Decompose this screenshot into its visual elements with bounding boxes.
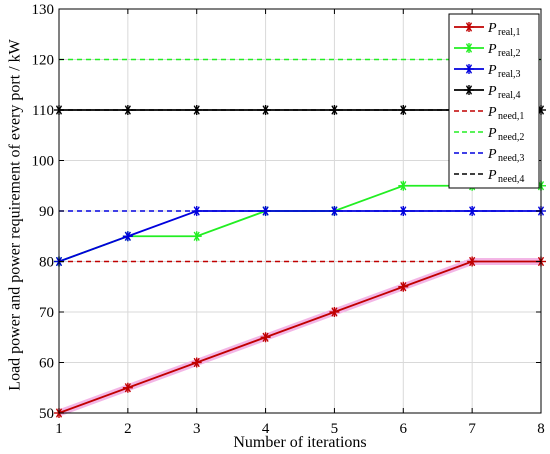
data-point-star	[191, 231, 202, 242]
legend-label-subscript: need,3	[498, 153, 524, 164]
data-point-star	[329, 307, 340, 317]
data-point-star	[260, 332, 271, 343]
legend-label-subscript: real,4	[498, 90, 521, 101]
legend-label: P	[487, 42, 497, 57]
y-tick-label: 100	[32, 154, 55, 170]
series-highlight	[57, 258, 541, 417]
data-point-star	[329, 206, 340, 216]
data-point-star	[191, 105, 202, 115]
legend-label: P	[487, 84, 497, 99]
data-point-star	[464, 85, 474, 95]
legend-label: P	[487, 168, 497, 183]
data-point-star	[464, 64, 474, 74]
x-axis-label: Number of iterations	[233, 434, 366, 451]
legend-label: P	[487, 21, 497, 36]
x-tick-label: 4	[262, 421, 270, 437]
y-tick-label: 70	[39, 305, 54, 321]
y-tick-label: 110	[32, 103, 54, 119]
data-point-star	[464, 22, 474, 32]
y-tick-label: 130	[32, 2, 55, 18]
series-line	[58, 210, 541, 263]
x-tick-label: 3	[193, 421, 201, 437]
legend-label: P	[487, 105, 497, 120]
legend-label-subscript: real,2	[498, 48, 521, 59]
data-point-star	[398, 281, 409, 292]
data-point-star	[398, 206, 409, 216]
y-tick-label: 120	[32, 53, 55, 69]
legend-label-subscript: real,3	[498, 69, 521, 80]
legend-box	[448, 13, 540, 189]
data-point-star	[329, 105, 340, 115]
y-axis-label: Load power and power requirement of ever…	[7, 38, 24, 390]
data-point-star	[122, 382, 133, 393]
y-tick-label: 60	[39, 356, 54, 372]
legend-label-subscript: need,4	[498, 174, 524, 185]
data-point-star	[398, 180, 409, 191]
data-point-star	[191, 206, 202, 216]
x-tick-label: 2	[124, 421, 132, 437]
data-point-star	[467, 256, 478, 267]
data-point-star	[398, 105, 409, 115]
x-tick-label: 8	[537, 421, 545, 437]
data-point-star	[122, 231, 133, 242]
x-tick-label: 5	[331, 421, 339, 437]
legend-label: P	[487, 147, 497, 162]
data-point-star	[122, 105, 133, 115]
data-point-star	[467, 206, 478, 216]
legend-label: P	[487, 126, 497, 141]
series-line	[58, 260, 541, 414]
y-tick-label: 50	[39, 406, 54, 422]
y-tick-label: 90	[39, 204, 54, 220]
series-real-3	[54, 206, 546, 267]
data-point-star	[260, 105, 271, 115]
data-point-star	[464, 43, 474, 53]
y-tick-label: 80	[39, 255, 54, 271]
data-point-star	[260, 206, 271, 216]
series-line	[58, 184, 541, 263]
x-tick-label: 1	[55, 421, 63, 437]
data-point-star	[191, 357, 202, 368]
x-tick-label: 6	[400, 421, 408, 437]
legend-label-subscript: real,1	[498, 27, 521, 38]
legend-label-subscript: need,2	[498, 132, 524, 143]
x-tick-label: 7	[468, 421, 476, 437]
legend-label: P	[487, 63, 497, 78]
legend-label-subscript: need,1	[498, 111, 524, 122]
